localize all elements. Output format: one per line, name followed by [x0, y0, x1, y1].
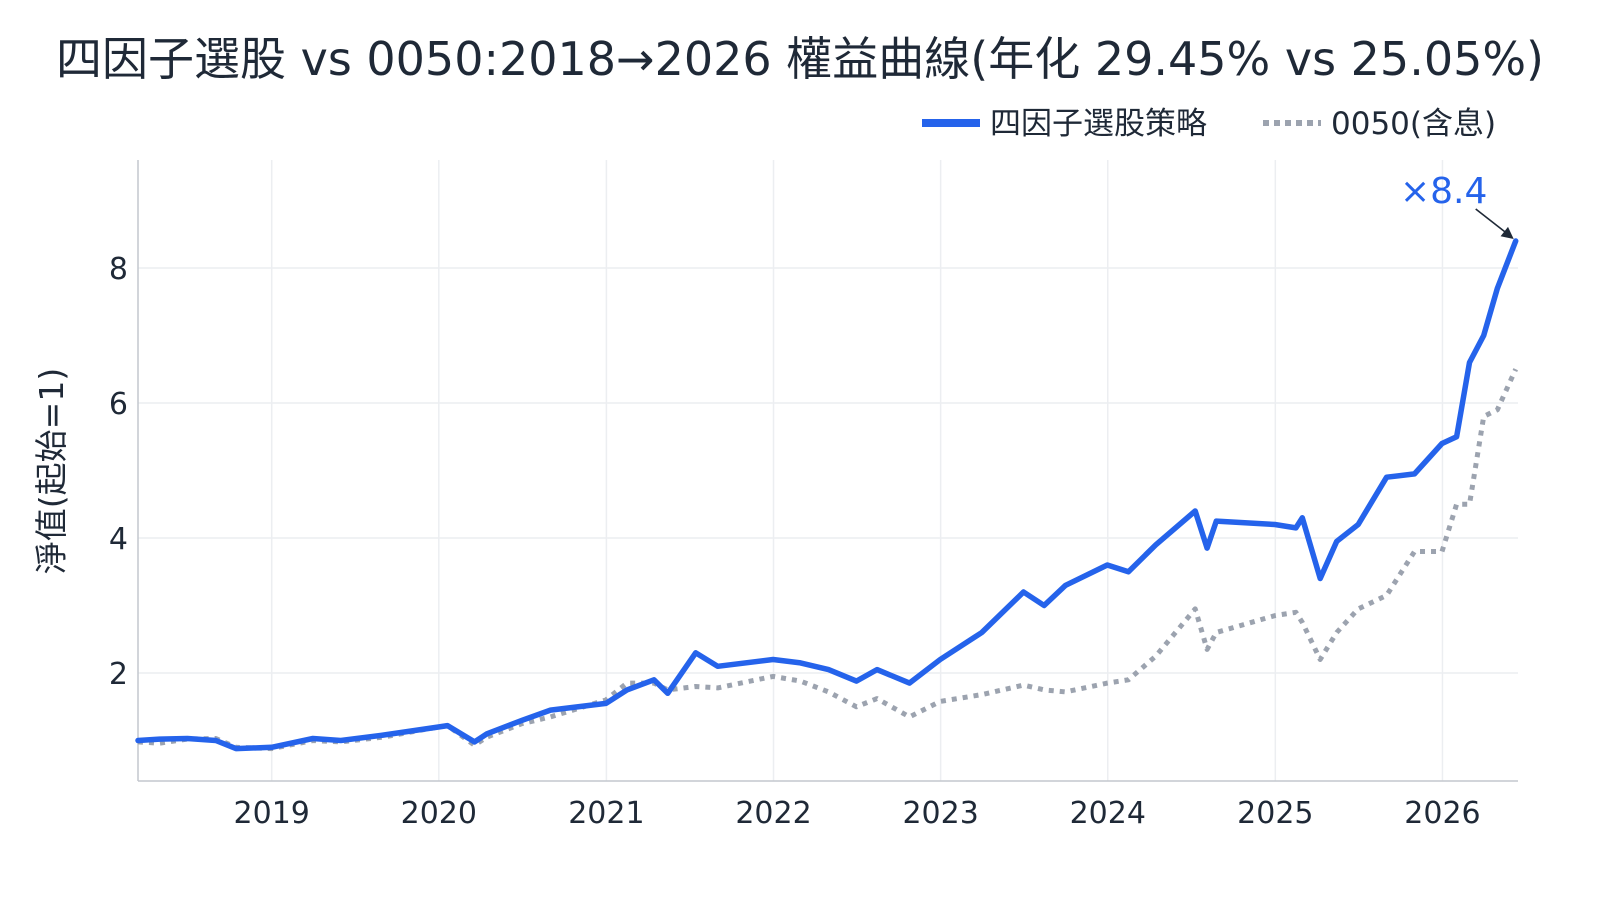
annotation-arrow	[1475, 208, 1509, 235]
legend-label-benchmark[interactable]: 0050(含息)	[1331, 106, 1496, 142]
legend-label-strategy[interactable]: 四因子選股策略	[990, 106, 1207, 142]
y-tick-2: 2	[109, 657, 128, 692]
series-layer	[135, 238, 1519, 752]
end-annotation: ×8.4	[1400, 171, 1514, 239]
y-tick-6: 6	[109, 387, 128, 422]
x-tick-2024: 2024	[1070, 796, 1146, 831]
legend: 四因子選股策略 0050(含息)	[922, 106, 1496, 142]
annotation-label: ×8.4	[1400, 171, 1487, 212]
y-tick-8: 8	[109, 252, 128, 287]
y-tick-labels: 2 4 6 8	[109, 252, 128, 692]
x-tick-labels: 2019 2020 2021 2022 2023 2024 2025 2026	[234, 796, 1481, 831]
x-tick-2025: 2025	[1237, 796, 1313, 831]
y-tick-4: 4	[109, 522, 128, 557]
y-axis-title: 淨值(起始=1)	[32, 368, 71, 574]
series-line-benchmark[interactable]	[137, 368, 1518, 752]
x-tick-2023: 2023	[902, 796, 978, 831]
chart-title: 四因子選股 vs 0050:2018→2026 權益曲線(年化 29.45% v…	[56, 32, 1544, 86]
x-tick-2021: 2021	[568, 796, 644, 831]
series-line-strategy[interactable]	[135, 238, 1519, 752]
annotation-arrowhead	[1500, 226, 1514, 239]
x-tick-2022: 2022	[735, 796, 811, 831]
x-tick-2026: 2026	[1404, 796, 1480, 831]
x-tick-2020: 2020	[401, 796, 477, 831]
x-tick-2019: 2019	[234, 796, 310, 831]
grid-layer	[138, 160, 1518, 781]
